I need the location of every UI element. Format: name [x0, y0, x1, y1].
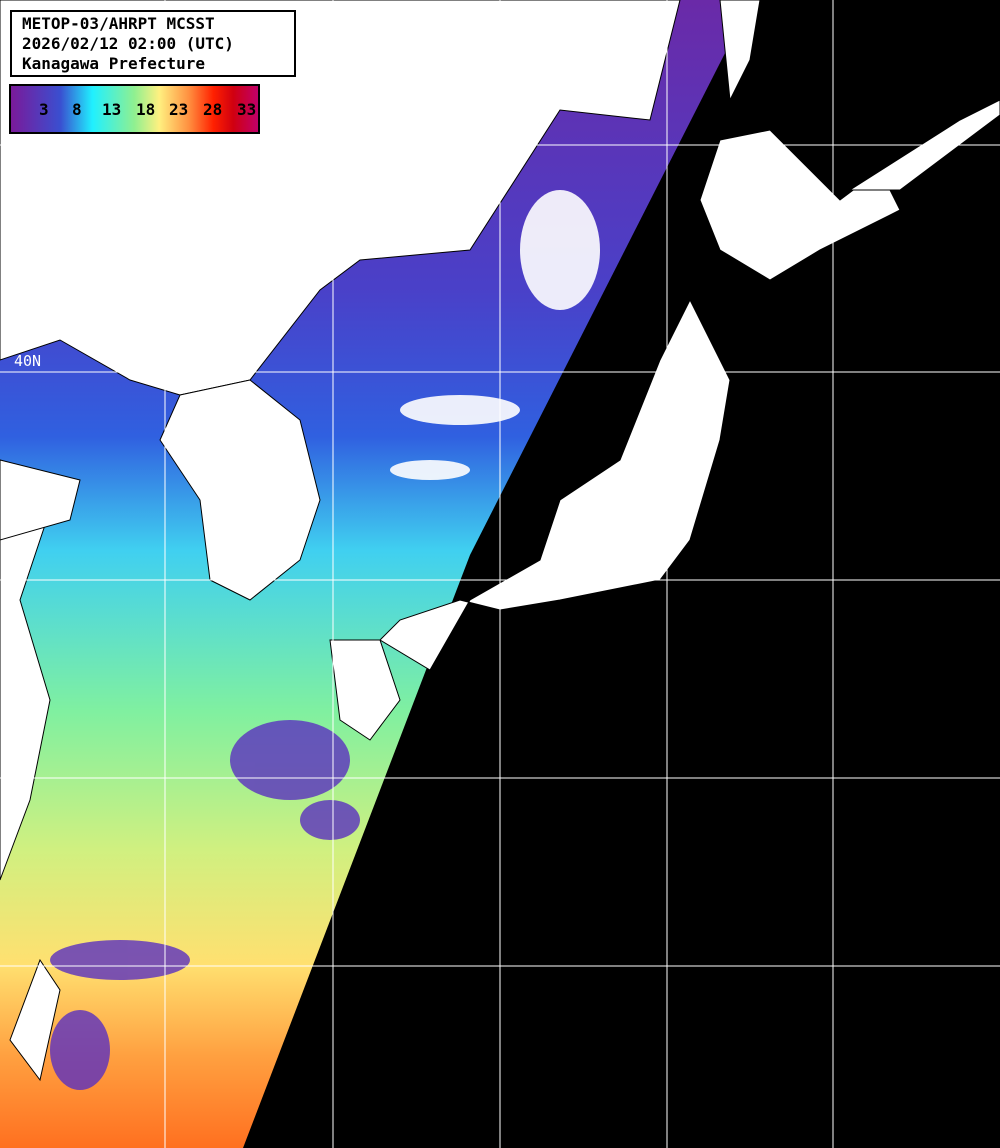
white-cloud-patches — [390, 190, 600, 480]
taiwan — [9, 958, 61, 1082]
scale-tick: 8 — [72, 100, 82, 119]
kyushu — [329, 639, 401, 741]
provider: Kanagawa Prefecture — [22, 54, 206, 73]
shandong — [0, 459, 81, 541]
satellite-product: METOP-03/AHRPT MCSST — [22, 14, 215, 33]
observation-time: 2026/02/12 02:00 (UTC) — [22, 34, 234, 53]
scale-tick: 18 — [136, 100, 156, 119]
sakhalin — [719, 0, 761, 102]
cloud-patches — [50, 720, 360, 1090]
honshu — [379, 298, 731, 671]
scale-tick: 23 — [169, 100, 189, 119]
hokkaido — [699, 129, 901, 281]
scale-tick: 13 — [102, 100, 122, 119]
scale-tick: 33 — [237, 100, 257, 119]
scale-tick: 28 — [203, 100, 223, 119]
scale-tick: 3 — [39, 100, 49, 119]
title-box: METOP-03/AHRPT MCSST 2026/02/12 02:00 (U… — [10, 10, 296, 77]
color-scale-legend: 3 8 13 18 23 28 33 — [9, 84, 260, 134]
latitude-label: 40N — [14, 352, 42, 370]
